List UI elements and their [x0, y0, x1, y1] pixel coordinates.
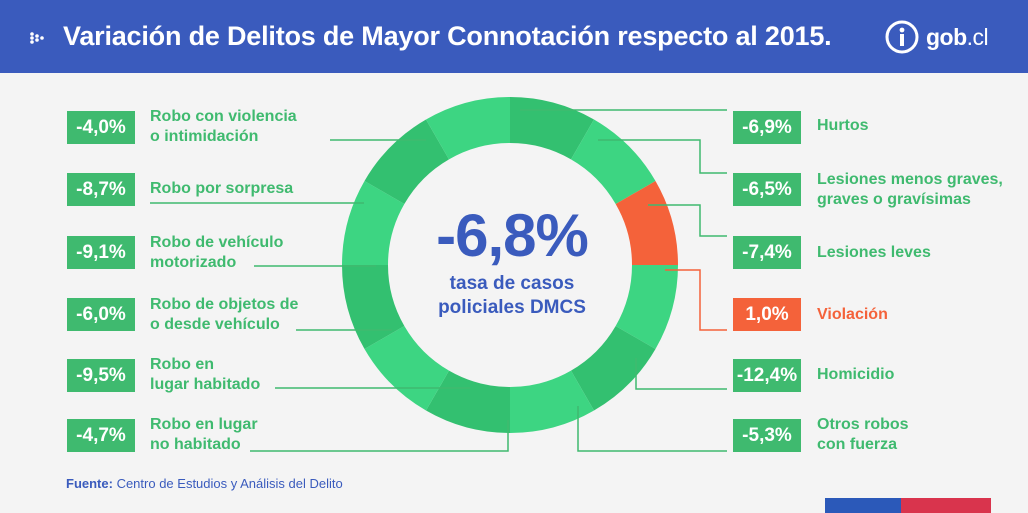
ring-slice-robo-vehiculo — [342, 265, 405, 349]
label-robo-habitado: Robo en lugar habitado — [150, 356, 261, 393]
page-title: Variación de Delitos de Mayor Connotació… — [63, 21, 832, 51]
ring-slice-robo-violencia — [364, 119, 449, 204]
label-otros-robos: Otros robos con fuerza — [817, 416, 909, 453]
leader-line-lesiones-leves — [648, 204, 727, 237]
ring-slice-hurtos — [510, 97, 594, 160]
ring-slice-lesiones-leves — [426, 97, 510, 160]
value-box-homicidio: -12,4% — [733, 359, 801, 392]
value-box-robo-habitado: -9,5% — [67, 359, 135, 392]
ring-slice-robo-sorpresa — [342, 181, 405, 265]
source-text: Centro de Estudios y Análisis del Delito — [112, 476, 343, 491]
label-lesiones-graves: Lesiones menos graves, graves o gravísim… — [817, 171, 1003, 208]
center-total-subtitle: tasa de casos policiales DMCS — [438, 273, 586, 318]
info-icon — [885, 20, 919, 54]
value-box-violacion: 1,0% — [733, 298, 801, 331]
value-box-robo-sorpresa: -8,7% — [67, 173, 135, 206]
source-label: Fuente: — [66, 476, 113, 491]
value-box-lesiones-leves: -7,4% — [733, 236, 801, 269]
label-lesiones-leves: Lesiones leves — [817, 244, 931, 261]
ring-slice-homicidio — [615, 265, 678, 349]
flag-bar-red — [901, 498, 991, 513]
label-robo-sorpresa: Robo por sorpresa — [150, 180, 294, 197]
leader-line-lesiones-graves — [598, 139, 727, 174]
value-box-robo-objetos: -6,0% — [67, 298, 135, 331]
value-box-robo-violencia: -4,0% — [67, 111, 135, 144]
leader-line-otros-robos — [577, 406, 727, 452]
ring-slice-lesiones-graves — [571, 119, 656, 204]
flag-bar-blue — [825, 498, 901, 513]
ring-slice-otros-robos — [571, 326, 656, 411]
ring-slice-robo-objetos — [364, 326, 449, 411]
gob-logo: gob.cl — [926, 24, 989, 51]
logo-suffix: .cl — [966, 24, 989, 50]
value-box-robo-no-habitado: -4,7% — [67, 419, 135, 452]
ring-slice-robo-no-habitado — [510, 370, 594, 433]
value-box-robo-vehiculo: -9,1% — [67, 236, 135, 269]
header-bar: Variación de Delitos de Mayor Connotació… — [0, 0, 1028, 73]
label-homicidio: Homicidio — [817, 366, 895, 383]
logo-main: gob — [926, 24, 967, 50]
center-total-value: -6,8% — [436, 202, 589, 269]
leader-line-robo-no-habitado — [250, 420, 509, 452]
value-box-lesiones-graves: -6,5% — [733, 173, 801, 206]
leader-line-homicidio — [635, 358, 727, 390]
label-violacion: Violación — [817, 306, 888, 323]
source-note: Fuente: Centro de Estudios y Análisis de… — [66, 476, 343, 491]
value-box-otros-robos: -5,3% — [733, 419, 801, 452]
arrows-icon — [30, 32, 44, 44]
label-robo-no-habitado: Robo en lugar no habitado — [150, 416, 258, 453]
label-robo-violencia: Robo con violencia o intimidación — [150, 108, 297, 145]
leader-line-violacion — [665, 269, 727, 331]
ring-slice-robo-habitado — [426, 370, 510, 433]
label-robo-vehiculo: Robo de vehículo motorizado — [150, 234, 284, 271]
label-robo-objetos: Robo de objetos de o desde vehículo — [150, 296, 299, 333]
ring-slice-violacion — [615, 181, 678, 265]
label-hurtos: Hurtos — [817, 117, 869, 134]
value-box-hurtos: -6,9% — [733, 111, 801, 144]
